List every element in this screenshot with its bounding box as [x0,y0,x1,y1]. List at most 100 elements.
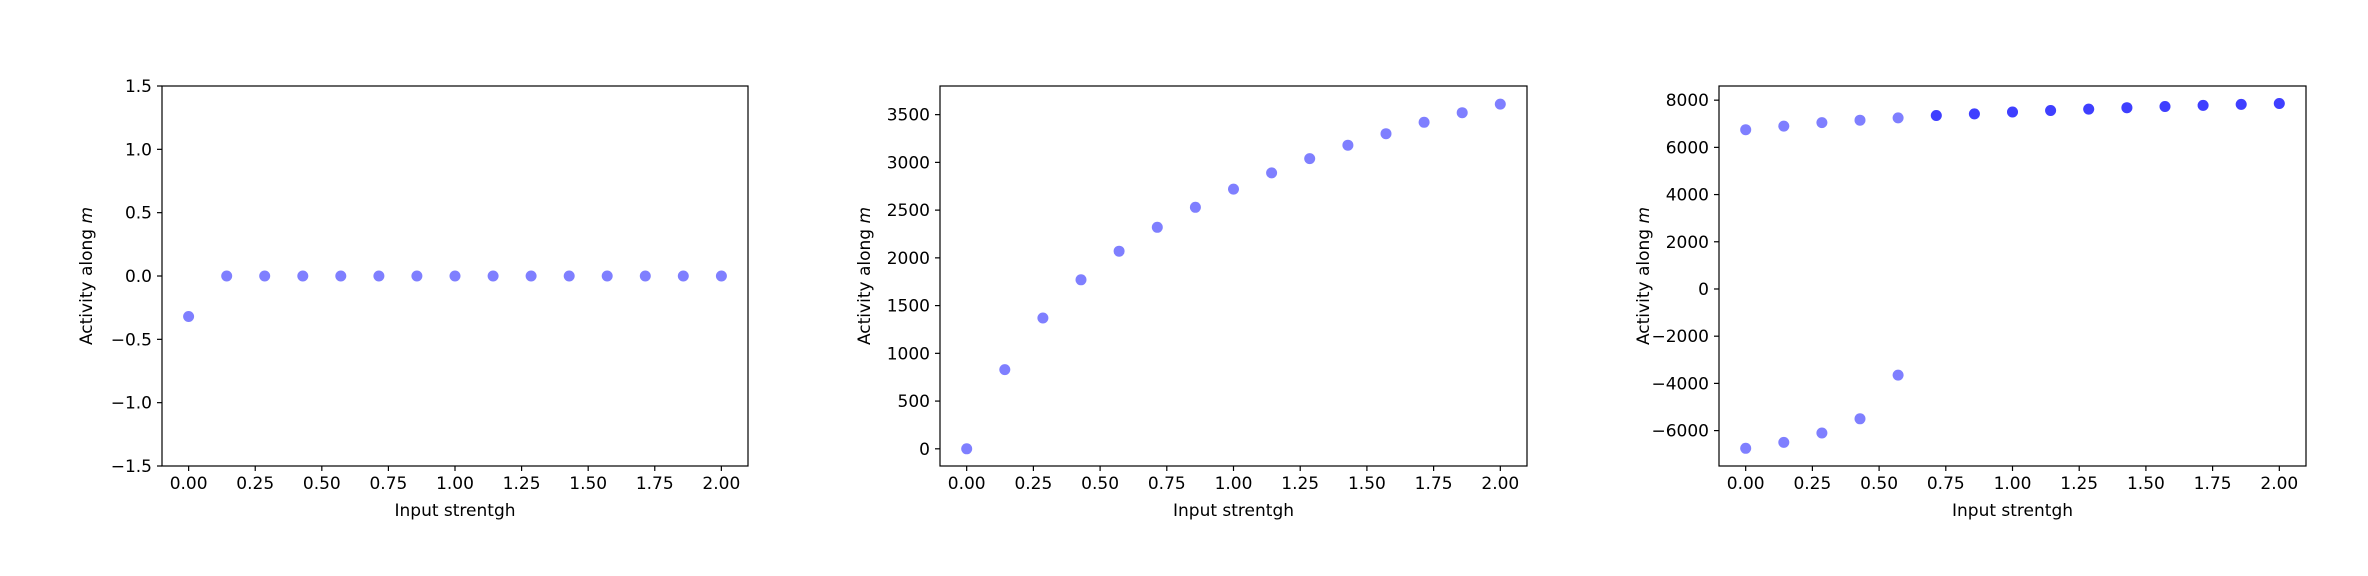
data-point [1266,167,1278,179]
x-tick-label: 0.50 [1860,474,1898,494]
x-tick-label: 1.75 [1415,474,1453,494]
x-tick-label: 1.25 [1281,474,1319,494]
data-point [1816,427,1828,439]
y-tick-label: 0.5 [125,204,152,224]
y-tick-label: −1.0 [111,394,152,414]
x-tick-label: 0.75 [1148,474,1186,494]
x-tick-label: 2.00 [702,474,740,494]
y-tick-label: −0.5 [111,330,152,350]
y-tick-label: 1.0 [125,140,152,160]
axes-frame [939,85,1528,467]
data-point [563,270,575,282]
y-axis-label-symbol: m [77,207,97,224]
x-tick-label: 1.50 [569,474,607,494]
y-tick-label: 0 [919,440,930,460]
data-point [2197,99,2209,111]
y-tick-label: −4000 [1651,374,1709,394]
data-point [1892,369,1904,381]
data-point [1342,139,1354,151]
chart-2: 0.00 0.25 0.50 0.75 1.00 1.25 1.50 1.75 2.00 3500… [855,85,1528,521]
data-point [1418,116,1430,128]
data-point [1778,436,1790,448]
y-tick-label: −6000 [1651,422,1709,442]
data-point [961,443,973,455]
data-point [2045,105,2057,116]
data-point [1816,117,1828,129]
y-tick-label: 2000 [887,249,930,269]
data-point [2007,106,2018,118]
x-tick-label: 0.25 [1793,474,1831,494]
data-point [1037,312,1049,324]
x-tick-label: 2.00 [2260,474,2298,494]
x-tick-label: 0.50 [303,474,341,494]
y-tick-label: 1500 [887,297,930,317]
data-point [2235,98,2247,110]
data-point [715,270,727,282]
data-point [1228,183,1239,195]
y-tick-label: 2000 [1666,233,1709,253]
x-tick-label: 0.25 [1014,474,1052,494]
data-point [601,270,613,282]
data-point [1075,274,1087,286]
data-point [411,270,423,282]
y-tick-label: 1.5 [125,77,152,97]
x-axis-label: Input strentgh [1952,501,2073,521]
data-point [373,270,385,282]
data-point [2083,103,2095,115]
x-tick-label: 0.00 [948,474,986,494]
y-tick-label: 3000 [887,153,930,173]
y-axis-label: Activity along m [1634,207,1654,345]
data-point [259,270,271,282]
chart-1: 0.00 0.25 0.50 0.75 1.00 1.25 1.50 1.75 2.00 1.5 1… [77,77,749,521]
y-tick-label: 4000 [1666,186,1709,206]
data-point [2273,98,2285,109]
data-point [999,364,1011,376]
y-tick-label: −2000 [1651,327,1709,347]
data-point [525,270,537,282]
data-point [1740,124,1752,136]
data-point [1854,413,1866,425]
data-point [1854,114,1866,126]
x-tick-label: 0.25 [236,474,274,494]
data-point [1304,153,1316,165]
x-axis-label: Input strentgh [394,501,515,521]
x-tick-label: 1.75 [2194,474,2232,494]
chart-3: 0.00 0.25 0.50 0.75 1.00 1.25 1.50 1.75 2.00 8000… [1634,85,2307,521]
data-point [1113,245,1125,257]
y-tick-label: 1000 [887,344,930,364]
y-tick-label: 6000 [1666,138,1709,158]
x-tick-label: 1.25 [2060,474,2098,494]
data-point [449,270,461,282]
data-point [1892,112,1904,124]
x-tick-label: 1.50 [2127,474,2165,494]
y-axis-label-text: Activity along [1634,224,1654,346]
x-tick-label: 1.00 [436,474,474,494]
data-point [1380,128,1392,140]
y-axis-label-text: Activity along [855,224,875,346]
x-tick-label: 0.50 [1081,474,1119,494]
y-axis-label-symbol: m [855,207,875,224]
y-tick-label: 0 [1698,280,1709,300]
data-point [297,270,309,282]
y-tick-label: 3500 [887,106,930,126]
data-point [639,270,651,282]
data-point [1778,120,1790,132]
data-point [1189,201,1201,213]
x-tick-label: 1.50 [1348,474,1386,494]
data-point [677,270,689,282]
y-tick-label: 2500 [887,201,930,221]
x-tick-label: 1.75 [636,474,674,494]
y-axis-label-symbol: m [1634,207,1654,224]
data-point [1456,107,1468,119]
data-point [1740,442,1752,454]
y-axis-label-text: Activity along [77,224,97,346]
data-point [1968,108,1980,120]
x-tick-label: 2.00 [1481,474,1519,494]
data-point [2121,102,2133,114]
data-point [221,270,233,282]
data-point [2159,101,2171,112]
y-tick-label: 8000 [1666,91,1709,111]
data-point [1930,110,1942,121]
y-tick-label: 0.0 [125,267,152,287]
